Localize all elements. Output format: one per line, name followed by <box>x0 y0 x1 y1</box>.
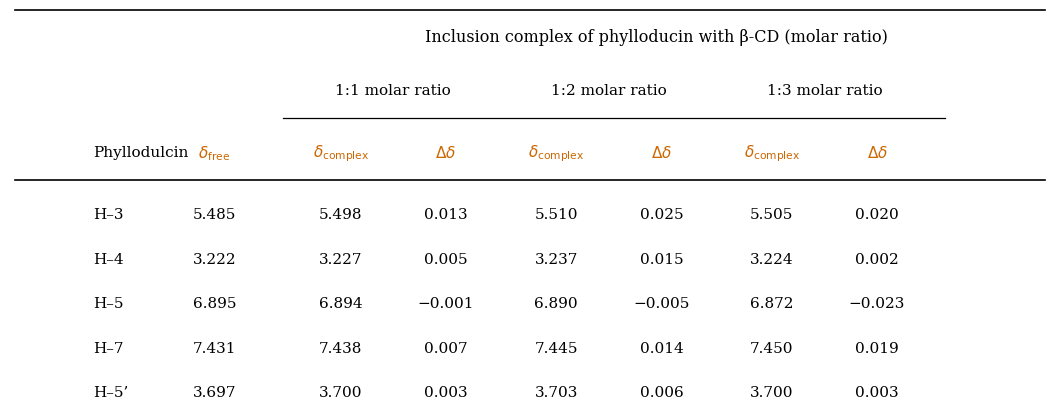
Text: 3.700: 3.700 <box>750 386 794 400</box>
Text: 7.431: 7.431 <box>193 342 236 356</box>
Text: 5.510: 5.510 <box>534 208 578 222</box>
Text: 3.237: 3.237 <box>534 252 578 267</box>
Text: H–4: H–4 <box>93 252 124 267</box>
Text: 1:3 molar ratio: 1:3 molar ratio <box>766 84 882 98</box>
Text: Inclusion complex of phylloducin with β-CD (molar ratio): Inclusion complex of phylloducin with β-… <box>425 29 887 46</box>
Text: −0.023: −0.023 <box>849 297 905 311</box>
Text: 0.014: 0.014 <box>639 342 684 356</box>
Text: $\delta_{\rm free}$: $\delta_{\rm free}$ <box>198 144 230 162</box>
Text: 0.015: 0.015 <box>639 252 684 267</box>
Text: $\delta_{\rm complex}$: $\delta_{\rm complex}$ <box>313 143 369 164</box>
Text: −0.005: −0.005 <box>633 297 690 311</box>
Text: 3.703: 3.703 <box>534 386 578 400</box>
Text: 5.505: 5.505 <box>750 208 794 222</box>
Text: 0.019: 0.019 <box>855 342 899 356</box>
Text: 0.013: 0.013 <box>424 208 467 222</box>
Text: 0.005: 0.005 <box>424 252 467 267</box>
Text: $\Delta\delta$: $\Delta\delta$ <box>436 145 457 161</box>
Text: $\Delta\delta$: $\Delta\delta$ <box>651 145 672 161</box>
Text: 3.700: 3.700 <box>319 386 363 400</box>
Text: 6.872: 6.872 <box>750 297 794 311</box>
Text: H–7: H–7 <box>93 342 124 356</box>
Text: 0.006: 0.006 <box>639 386 684 400</box>
Text: 5.498: 5.498 <box>319 208 363 222</box>
Text: Phyllodulcin: Phyllodulcin <box>93 146 189 160</box>
Text: 0.003: 0.003 <box>855 386 899 400</box>
Text: H–5: H–5 <box>93 297 124 311</box>
Text: 7.438: 7.438 <box>319 342 363 356</box>
Text: 3.222: 3.222 <box>193 252 236 267</box>
Text: 5.485: 5.485 <box>193 208 236 222</box>
Text: $\Delta\delta$: $\Delta\delta$ <box>866 145 887 161</box>
Text: 7.445: 7.445 <box>534 342 578 356</box>
Text: 0.007: 0.007 <box>424 342 467 356</box>
Text: 0.020: 0.020 <box>855 208 899 222</box>
Text: H–3: H–3 <box>93 208 124 222</box>
Text: 1:2 molar ratio: 1:2 molar ratio <box>551 84 667 98</box>
Text: $\delta_{\rm complex}$: $\delta_{\rm complex}$ <box>744 143 800 164</box>
Text: 3.227: 3.227 <box>319 252 363 267</box>
Text: 3.224: 3.224 <box>750 252 794 267</box>
Text: H–5’: H–5’ <box>93 386 129 400</box>
Text: 0.002: 0.002 <box>855 252 899 267</box>
Text: 1:1 molar ratio: 1:1 molar ratio <box>335 84 452 98</box>
Text: 6.894: 6.894 <box>319 297 363 311</box>
Text: 3.697: 3.697 <box>193 386 236 400</box>
Text: 0.025: 0.025 <box>639 208 684 222</box>
Text: 6.890: 6.890 <box>534 297 578 311</box>
Text: 7.450: 7.450 <box>750 342 794 356</box>
Text: −0.001: −0.001 <box>418 297 474 311</box>
Text: 0.003: 0.003 <box>424 386 467 400</box>
Text: $\delta_{\rm complex}$: $\delta_{\rm complex}$ <box>528 143 584 164</box>
Text: 6.895: 6.895 <box>193 297 236 311</box>
